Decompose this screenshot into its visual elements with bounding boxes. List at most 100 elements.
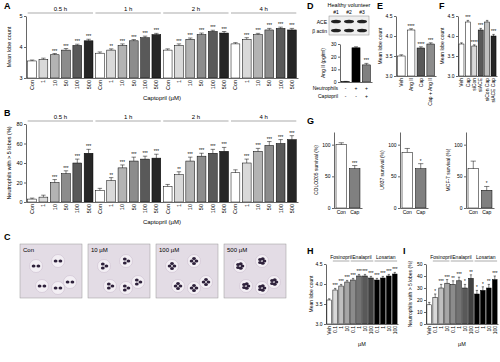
group-label: Enalapril [452,254,471,260]
y-tick-label: 0 [460,205,463,211]
bar [349,169,360,208]
y-axis: 3.03.54.04.5 [448,13,459,79]
error-bar [41,58,45,59]
x-tick-label: 10 [255,204,261,210]
x-tick: 1 [176,204,182,207]
error-bar [482,287,484,291]
y-tick-mark [324,304,326,305]
x-tick-label: 100 [492,326,498,335]
cell [234,260,247,273]
bar [463,288,468,324]
significance-label: *** [75,39,81,44]
blot-band [344,29,354,33]
x-tick-label: Ang II [408,78,414,91]
y-axis-title: U937 survival (%) [379,150,385,190]
nucleus-lobe [135,283,139,286]
y-tick-label: 40 [16,160,22,166]
y-tick-label: 0 [420,321,423,327]
significance-label: *** [339,279,345,284]
significance-label: **** [408,24,415,29]
significance-label: * [482,282,484,287]
significance-label: *** [362,269,368,274]
significance-label: *** [491,29,497,34]
y-tick-mark [338,82,340,83]
x-tick: Con [232,80,238,90]
blot-band [357,20,367,24]
error-bar-stem [122,165,123,168]
error-bar [177,44,181,46]
significance-label: *** [86,34,92,39]
x-tick: Veh [458,78,464,87]
y-axis: 050100 [388,133,400,212]
x-axis: ConCap [401,209,429,215]
error-bar-stem [212,149,213,153]
micrograph-frame [88,244,150,298]
condition-value: - [345,85,347,91]
error-bar-stem [291,136,292,140]
group-bracket [28,13,93,14]
cell [36,280,49,293]
y-tick-label: 3.5 [448,53,455,59]
error-bar [177,172,181,175]
bar [231,44,240,78]
plot-marks [327,272,397,324]
y-tick-label: 3.5 [386,53,393,59]
x-tick-label: 500 [221,80,227,89]
error-bar-stem [246,159,247,163]
error-bar-stem [133,157,134,161]
nucleus-lobe [123,284,127,287]
y-tick-label: 20 [331,54,337,60]
significance-label: *** [210,25,216,30]
significance-label: *** [439,279,445,284]
x-axis-line [341,82,373,83]
bar [287,30,296,78]
error-bar-cap [30,198,34,199]
significance-label: *** [392,267,398,272]
x-tick: 1 [108,204,114,207]
group-bracket [475,261,498,262]
error-bar-stem [156,154,157,158]
bar [50,183,59,203]
error-bar [354,47,358,48]
y-tick-mark [398,176,400,177]
x-tick-label: 10 [187,204,193,210]
error-bar [388,274,390,276]
x-tick: Cap [465,78,471,87]
significance-label: *** [176,39,182,44]
micrograph-label: 500 µM [227,247,247,253]
bar [220,33,229,78]
y-tick: 3.5 [386,53,396,59]
error-bar [452,281,454,285]
x-tick-label: Cap + Ang II [427,78,433,106]
error-bar-cap [165,48,169,49]
error-bar [446,280,448,284]
y-tick-mark [24,124,26,125]
x-axis-line [427,324,499,325]
bar [478,30,483,76]
y-tick-mark [456,36,458,37]
error-bar [222,32,226,34]
y-axis-title: Neutrophils with > 5 lobes (%) [6,126,12,199]
y-tick-mark [464,145,466,146]
bar [73,163,82,202]
x-tick: Con [337,209,346,215]
error-bar [188,38,192,39]
y-tick-mark [398,208,400,209]
bar [492,280,497,324]
error-bar [334,288,336,290]
group-label: 4 h [259,114,267,120]
bar [118,45,127,78]
condition-value: - [355,93,357,99]
x-tick-label: Con [232,204,238,214]
error-bar [143,36,147,38]
x-axis-line [27,78,299,79]
y-tick: 50 [417,261,426,267]
bar [336,145,347,208]
error-bar [358,274,360,276]
nucleus-lobe [273,278,277,281]
x-tick-label: 50 [131,204,137,210]
x-tick-label: siACE [477,77,483,92]
y-axis: 050100 [454,133,466,212]
chart-7: 050100ConCap*MCF-7 survival (%) [445,133,495,215]
y-tick-label: 4.5 [316,261,323,267]
